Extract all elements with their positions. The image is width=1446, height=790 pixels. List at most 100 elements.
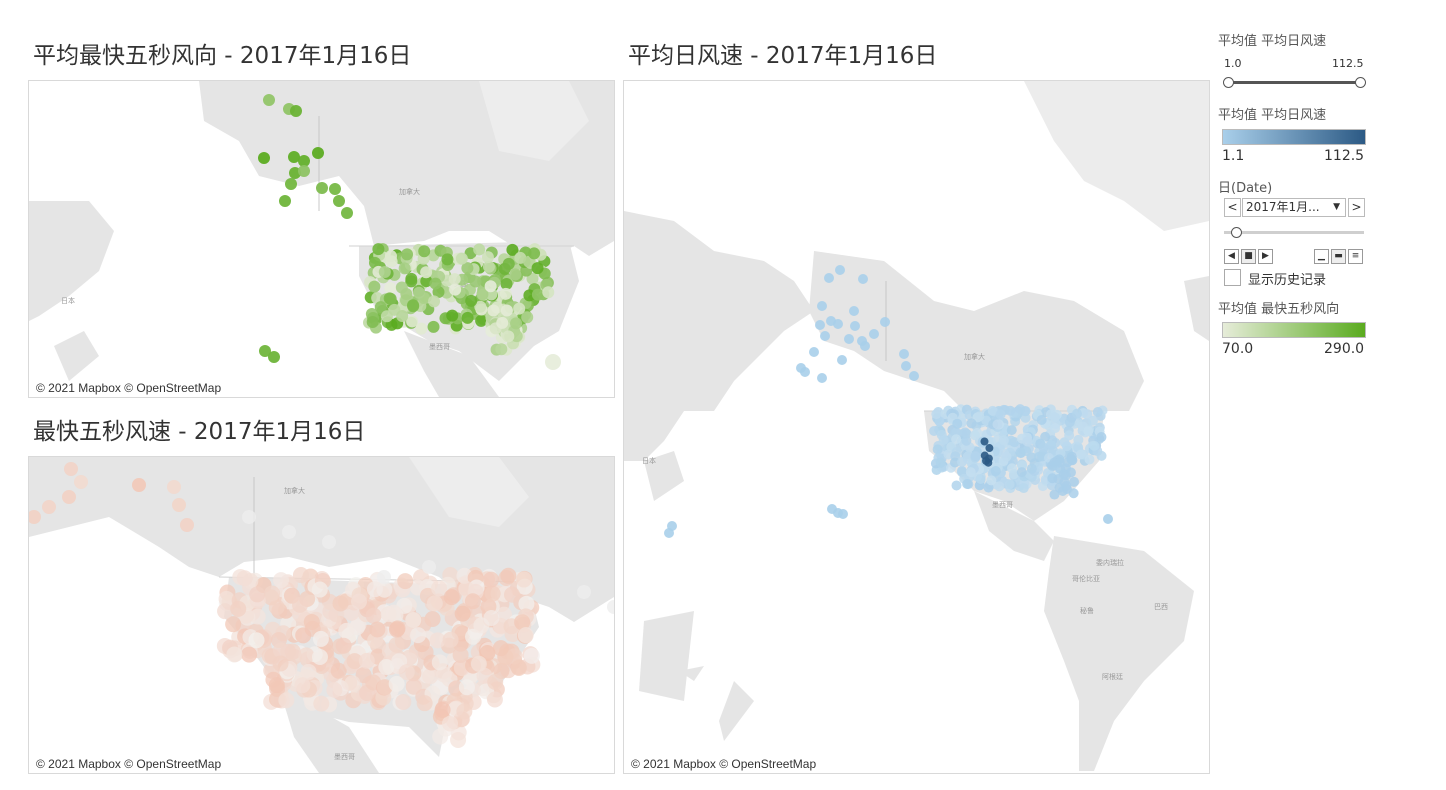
station-marker[interactable]	[974, 411, 985, 422]
avg-speed-dots[interactable]	[664, 265, 1113, 538]
station-marker[interactable]	[412, 286, 425, 299]
station-marker[interactable]	[396, 310, 409, 323]
map-attribution[interactable]: © 2021 Mapbox © OpenStreetMap	[628, 757, 820, 771]
speed-slow-button[interactable]: ▁	[1314, 249, 1329, 264]
station-marker[interactable]	[461, 262, 474, 275]
station-marker[interactable]	[475, 314, 488, 327]
station-marker[interactable]	[384, 250, 397, 263]
station-marker[interactable]	[180, 518, 194, 532]
station-marker[interactable]	[388, 675, 405, 692]
station-marker[interactable]	[420, 275, 433, 288]
station-marker[interactable]	[263, 94, 275, 106]
station-marker[interactable]	[469, 275, 482, 288]
station-marker[interactable]	[289, 167, 301, 179]
station-marker[interactable]	[1096, 432, 1107, 443]
station-marker[interactable]	[74, 475, 88, 489]
station-marker[interactable]	[523, 647, 540, 664]
station-marker[interactable]	[454, 605, 471, 622]
station-marker[interactable]	[1008, 469, 1019, 480]
station-marker[interactable]	[994, 481, 1005, 492]
station-marker[interactable]	[278, 692, 295, 709]
station-marker[interactable]	[311, 581, 328, 598]
station-marker[interactable]	[407, 300, 420, 313]
direction-map[interactable]: 加拿大 墨西哥 日本 美国 © 2021 Mapbox © OpenStreet…	[28, 80, 615, 398]
station-marker[interactable]	[849, 306, 859, 316]
station-marker[interactable]	[473, 243, 486, 256]
station-marker[interactable]	[292, 567, 309, 584]
station-marker[interactable]	[484, 585, 501, 602]
station-marker[interactable]	[999, 448, 1010, 459]
station-marker[interactable]	[1092, 407, 1103, 418]
station-marker[interactable]	[474, 300, 487, 313]
station-marker[interactable]	[526, 272, 539, 285]
station-marker[interactable]	[406, 315, 419, 328]
station-marker[interactable]	[167, 480, 181, 494]
station-marker[interactable]	[405, 611, 422, 628]
station-marker[interactable]	[258, 152, 270, 164]
station-marker[interactable]	[965, 467, 976, 478]
station-marker[interactable]	[395, 281, 408, 294]
station-marker[interactable]	[510, 659, 527, 676]
station-marker[interactable]	[416, 695, 433, 712]
station-marker[interactable]	[298, 165, 310, 177]
station-marker[interactable]	[338, 622, 355, 639]
station-marker[interactable]	[998, 435, 1009, 446]
station-marker[interactable]	[869, 329, 879, 339]
station-marker[interactable]	[443, 589, 460, 606]
station-marker[interactable]	[858, 274, 868, 284]
station-marker[interactable]	[341, 207, 353, 219]
station-marker[interactable]	[432, 728, 449, 745]
station-marker[interactable]	[479, 645, 496, 662]
station-marker[interactable]	[29, 510, 41, 524]
date-slider-handle[interactable]	[1231, 227, 1242, 238]
station-marker[interactable]	[294, 677, 311, 694]
station-marker[interactable]	[268, 351, 280, 363]
station-marker[interactable]	[1096, 450, 1107, 461]
station-marker[interactable]	[455, 252, 468, 265]
station-marker[interactable]	[495, 343, 508, 356]
station-marker[interactable]	[249, 608, 266, 625]
station-marker[interactable]	[1089, 440, 1100, 451]
station-marker[interactable]	[1073, 434, 1084, 445]
station-marker[interactable]	[358, 652, 375, 669]
station-marker[interactable]	[225, 616, 242, 633]
station-marker[interactable]	[384, 282, 397, 295]
station-marker[interactable]	[428, 295, 441, 308]
station-marker[interactable]	[385, 604, 402, 621]
date-next-button[interactable]: >	[1348, 198, 1365, 217]
station-marker[interactable]	[351, 593, 368, 610]
station-marker[interactable]	[450, 731, 467, 748]
station-marker[interactable]	[1005, 405, 1016, 416]
station-marker[interactable]	[298, 155, 310, 167]
station-marker[interactable]	[1064, 430, 1075, 441]
station-marker[interactable]	[815, 320, 825, 330]
station-marker[interactable]	[1046, 440, 1057, 451]
station-marker[interactable]	[434, 701, 451, 718]
station-marker[interactable]	[398, 262, 411, 275]
station-marker[interactable]	[461, 311, 474, 324]
station-marker[interactable]	[312, 630, 329, 647]
station-marker[interactable]	[290, 105, 302, 117]
station-marker[interactable]	[482, 260, 495, 273]
station-marker[interactable]	[483, 571, 500, 588]
station-marker[interactable]	[1083, 426, 1094, 437]
station-marker[interactable]	[298, 647, 315, 664]
station-marker[interactable]	[431, 580, 448, 597]
station-marker[interactable]	[1026, 463, 1037, 474]
station-marker[interactable]	[248, 632, 265, 649]
station-marker[interactable]	[506, 243, 519, 256]
speed-fast-button[interactable]: ≡	[1348, 249, 1363, 264]
station-marker[interactable]	[1004, 479, 1015, 490]
station-marker[interactable]	[273, 572, 290, 589]
station-marker[interactable]	[470, 655, 487, 672]
station-marker[interactable]	[42, 500, 56, 514]
station-marker[interactable]	[502, 257, 515, 270]
station-marker[interactable]	[313, 695, 330, 712]
station-marker[interactable]	[415, 322, 428, 335]
station-marker[interactable]	[502, 330, 515, 343]
station-marker[interactable]	[383, 292, 396, 305]
station-marker[interactable]	[960, 427, 971, 438]
station-marker[interactable]	[378, 659, 395, 676]
station-marker[interactable]	[456, 703, 473, 720]
station-marker[interactable]	[969, 430, 980, 441]
